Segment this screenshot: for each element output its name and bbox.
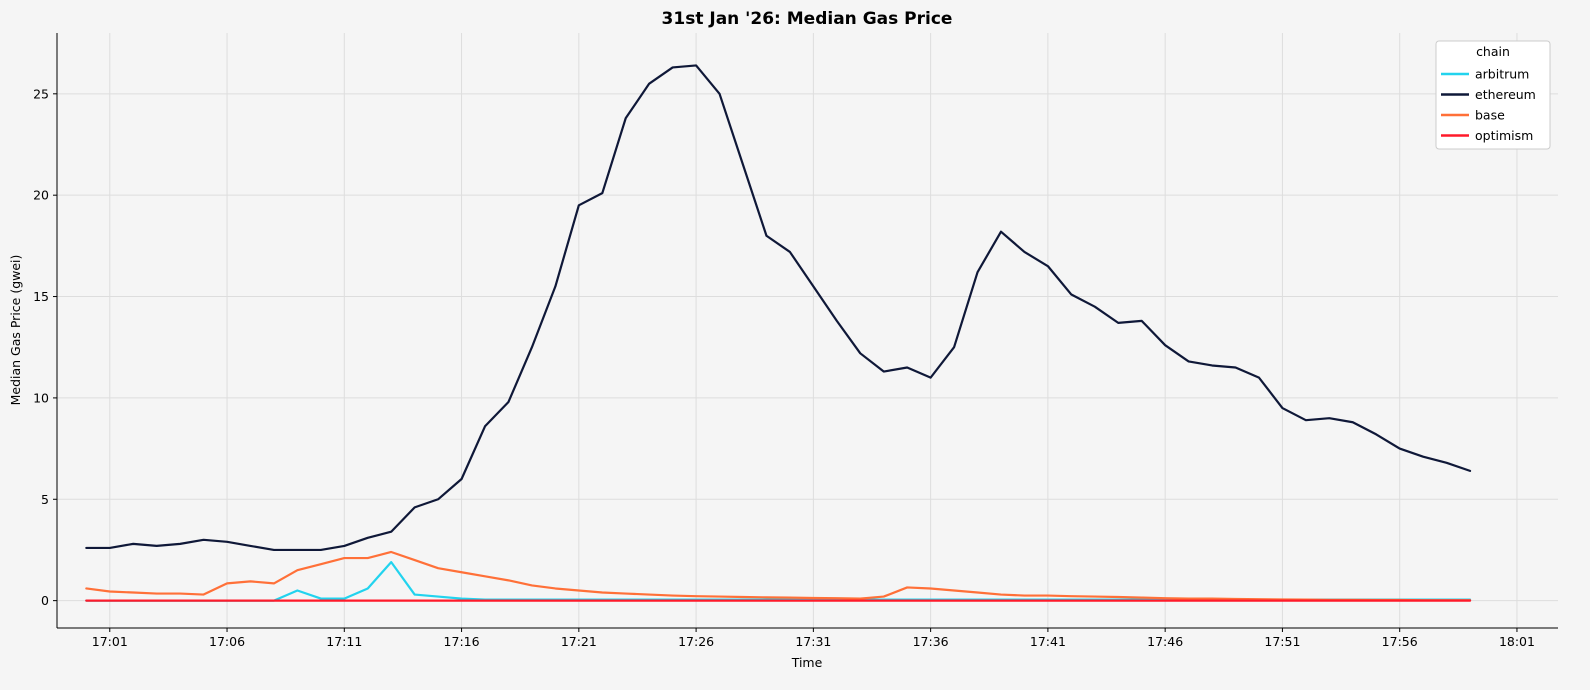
x-axis-label: Time <box>791 655 823 670</box>
x-tick-label: 17:56 <box>1382 634 1418 649</box>
x-ticks: 17:01 17:06 17:11 17:16 17:21 17:26 17:31 17:36… <box>92 628 1535 649</box>
x-tick-label: 17:21 <box>561 634 597 649</box>
x-tick-label: 17:51 <box>1264 634 1300 649</box>
x-tick-label: 17:16 <box>444 634 480 649</box>
y-tick-label: 0 <box>41 593 49 608</box>
x-tick-label: 17:31 <box>795 634 831 649</box>
y-tick-label: 15 <box>33 289 49 304</box>
legend-items: arbitrum ethereum base optimism <box>1441 67 1536 143</box>
y-ticks: 0 5 10 15 20 25 <box>33 86 57 608</box>
legend-label-arbitrum: arbitrum <box>1475 67 1529 82</box>
x-tick-label: 17:01 <box>92 634 128 649</box>
series-layer <box>85 64 1472 602</box>
x-tick-label: 18:01 <box>1499 634 1535 649</box>
legend-label-ethereum: ethereum <box>1475 87 1536 102</box>
x-tick-label: 17:41 <box>1030 634 1066 649</box>
x-tick-label: 17:46 <box>1147 634 1183 649</box>
x-tick-label: 17:11 <box>326 634 362 649</box>
y-tick-label: 10 <box>33 390 49 405</box>
chart-title: 31st Jan '26: Median Gas Price <box>662 9 953 29</box>
legend-label-optimism: optimism <box>1475 128 1533 143</box>
y-tick-label: 5 <box>41 492 49 507</box>
legend: chain arbitrum ethereum base optimism <box>1435 40 1551 150</box>
x-tick-label: 17:06 <box>209 634 245 649</box>
y-axis-label: Median Gas Price (gwei) <box>8 255 23 406</box>
axes <box>56 33 1558 629</box>
series-line-base <box>85 550 1472 602</box>
legend-title: chain <box>1476 44 1510 59</box>
x-tick-label: 17:26 <box>678 634 714 649</box>
y-tick-label: 20 <box>33 188 49 203</box>
legend-label-base: base <box>1475 108 1505 123</box>
y-tick-label: 25 <box>33 86 49 101</box>
legend-box <box>1435 40 1551 150</box>
x-tick-label: 17:36 <box>913 634 949 649</box>
series-line-ethereum <box>85 64 1472 552</box>
